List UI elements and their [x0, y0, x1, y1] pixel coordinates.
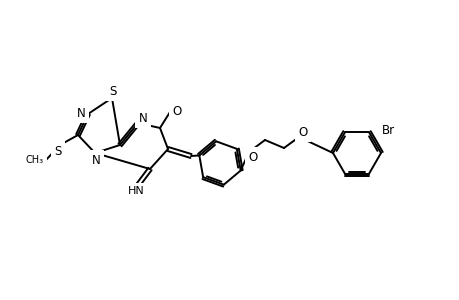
Text: S: S [109, 85, 117, 98]
Text: CH₃: CH₃ [26, 155, 44, 165]
Text: S: S [54, 145, 62, 158]
Text: HN: HN [127, 186, 144, 196]
Text: O: O [172, 104, 181, 118]
Text: O: O [248, 151, 257, 164]
Text: S: S [36, 154, 44, 167]
Text: Br: Br [381, 124, 394, 137]
Text: O: O [298, 125, 307, 139]
Text: N: N [91, 154, 100, 166]
Text: S: S [31, 154, 38, 166]
Text: N: N [138, 112, 147, 124]
Text: N: N [77, 106, 85, 119]
